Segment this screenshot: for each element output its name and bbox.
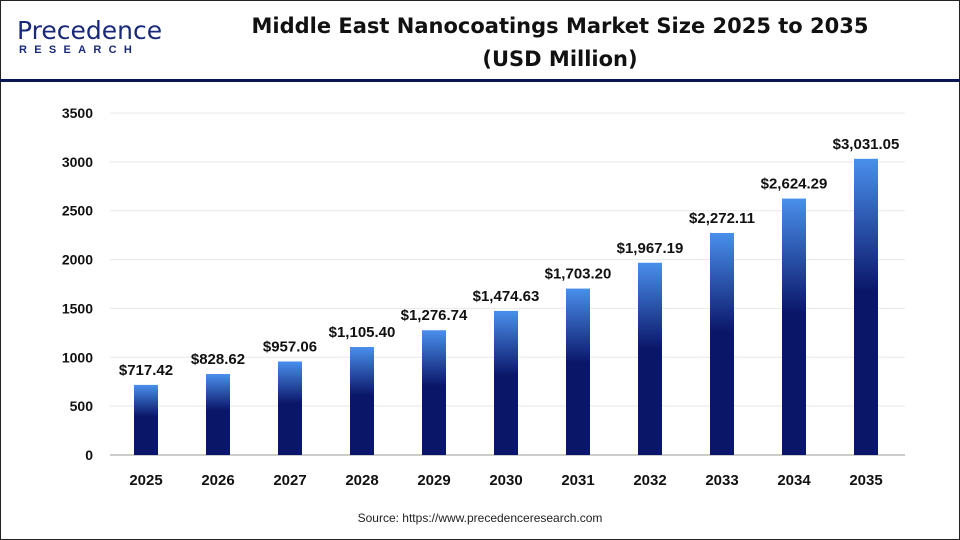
data-label-2034: $2,624.29 bbox=[761, 176, 828, 193]
data-label-2025: $717.42 bbox=[119, 362, 173, 379]
x-tick-label: 2031 bbox=[561, 472, 594, 489]
bar-2029 bbox=[422, 330, 446, 455]
logo-brand: Precedence bbox=[17, 16, 163, 45]
logo-sub: RESEARCH bbox=[19, 44, 140, 56]
bar-2026 bbox=[206, 374, 230, 455]
header-divider bbox=[0, 79, 960, 82]
bar-2032 bbox=[638, 262, 662, 455]
data-label-2032: $1,967.19 bbox=[617, 240, 684, 257]
x-tick-label: 2033 bbox=[705, 472, 738, 489]
title-line-1: Middle East Nanocoatings Market Size 202… bbox=[251, 14, 869, 38]
bar-2031 bbox=[566, 288, 590, 455]
bar-2030 bbox=[494, 310, 518, 455]
data-label-2028: $1,105.40 bbox=[329, 324, 396, 341]
x-tick-label: 2034 bbox=[777, 472, 811, 489]
data-label-2031: $1,703.20 bbox=[545, 266, 612, 283]
title-line-2: (USD Million) bbox=[482, 47, 638, 71]
x-tick-label: 2029 bbox=[417, 472, 450, 489]
x-tick-label: 2027 bbox=[273, 472, 306, 489]
y-tick-label: 500 bbox=[70, 398, 94, 414]
bar-2027 bbox=[278, 361, 302, 455]
data-label-2027: $957.06 bbox=[263, 338, 317, 355]
data-label-2029: $1,276.74 bbox=[401, 307, 468, 324]
y-tick-label: 2000 bbox=[62, 252, 93, 268]
logo: Precedence RESEARCH bbox=[17, 16, 163, 57]
x-tick-label: 2025 bbox=[129, 472, 162, 489]
x-tick-label: 2030 bbox=[489, 472, 522, 489]
y-tick-label: 1500 bbox=[62, 300, 93, 316]
chart-title: Middle East Nanocoatings Market Size 202… bbox=[210, 10, 910, 76]
y-tick-label: 1000 bbox=[62, 349, 93, 365]
bar-2035 bbox=[854, 158, 878, 455]
bar-2028 bbox=[350, 346, 374, 455]
bar-2034 bbox=[782, 198, 806, 455]
bar-2025 bbox=[134, 384, 158, 455]
y-tick-label: 2500 bbox=[62, 203, 93, 219]
source-note: Source: https://www.precedenceresearch.c… bbox=[357, 511, 603, 525]
x-tick-label: 2032 bbox=[633, 472, 666, 489]
x-tick-label: 2035 bbox=[849, 472, 882, 489]
bar-2033 bbox=[710, 232, 734, 455]
y-tick-label: 3500 bbox=[62, 105, 93, 121]
y-tick-label: 0 bbox=[85, 447, 93, 463]
x-tick-label: 2028 bbox=[345, 472, 378, 489]
data-label-2030: $1,474.63 bbox=[473, 288, 540, 305]
data-label-2033: $2,272.11 bbox=[689, 210, 755, 227]
x-tick-label: 2026 bbox=[201, 472, 234, 489]
data-label-2026: $828.62 bbox=[191, 351, 245, 368]
data-label-2035: $3,031.05 bbox=[833, 136, 900, 153]
y-tick-label: 3000 bbox=[62, 154, 93, 170]
